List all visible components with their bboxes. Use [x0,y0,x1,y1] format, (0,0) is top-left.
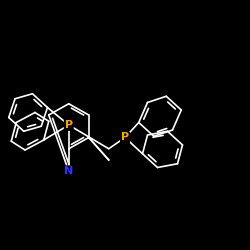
Text: P: P [121,132,129,142]
Text: N: N [64,166,74,176]
Text: P: P [65,120,73,130]
